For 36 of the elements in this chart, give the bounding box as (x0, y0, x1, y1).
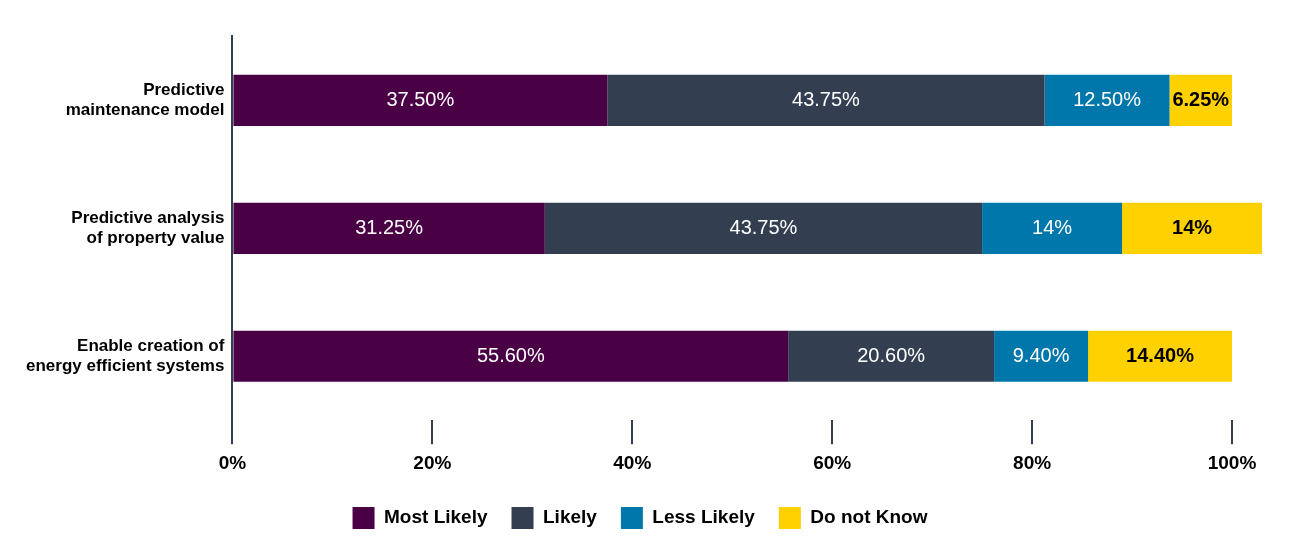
data-label: 37.50% (386, 87, 455, 110)
data-label: 43.75% (792, 87, 861, 110)
bar (982, 202, 1123, 254)
bar (607, 74, 1045, 126)
data-label: 14% (1172, 215, 1213, 238)
data-label: 20.60% (857, 343, 926, 366)
x-tick-label: 60% (813, 451, 852, 473)
legend-label: Likely (543, 506, 598, 528)
bar (233, 74, 608, 126)
data-label: 6.25% (1172, 87, 1230, 110)
bar (233, 330, 789, 382)
data-label: 9.40% (1012, 343, 1070, 366)
data-label: 14% (1032, 215, 1073, 238)
legend-label: Do not Know (810, 506, 928, 528)
data-label: 14.40% (1126, 343, 1195, 366)
x-tick-label: 80% (1013, 451, 1052, 473)
data-label: 31.25% (355, 215, 424, 238)
y-tick-label: Predictive maintenance model (65, 79, 225, 120)
data-label: 12.50% (1073, 87, 1142, 110)
bar (1088, 330, 1233, 382)
bar (788, 330, 995, 382)
y-tick-label: Predictive analysis of property value (71, 207, 225, 248)
legend-label: Most Likely (384, 506, 488, 528)
x-tick-label: 20% (413, 451, 452, 473)
bar (994, 330, 1089, 382)
bar (233, 202, 545, 254)
x-tick-label: 0% (218, 451, 247, 473)
bar (544, 202, 983, 254)
bar (1122, 202, 1262, 254)
data-label: 55.60% (476, 343, 545, 366)
x-tick-label: 100% (1207, 451, 1257, 473)
legend-label: Less Likely (652, 506, 756, 528)
bar (1044, 74, 1170, 126)
y-tick-label: Enable creation of energy efficient systems (26, 335, 225, 376)
data-label: 43.75% (729, 215, 798, 238)
x-tick-label: 40% (613, 451, 652, 473)
